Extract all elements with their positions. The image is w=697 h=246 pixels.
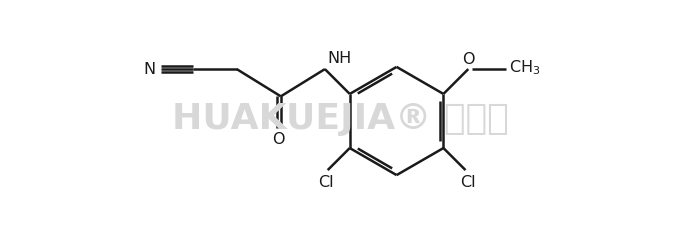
Text: O: O xyxy=(462,52,475,67)
Text: HUAKUEJIA® 化学加: HUAKUEJIA® 化学加 xyxy=(172,102,509,136)
Text: N: N xyxy=(144,62,155,77)
Text: Cl: Cl xyxy=(460,175,475,190)
Text: NH: NH xyxy=(327,51,351,66)
Text: Cl: Cl xyxy=(318,175,333,190)
Text: O: O xyxy=(272,132,284,147)
Text: CH$_3$: CH$_3$ xyxy=(510,58,541,77)
